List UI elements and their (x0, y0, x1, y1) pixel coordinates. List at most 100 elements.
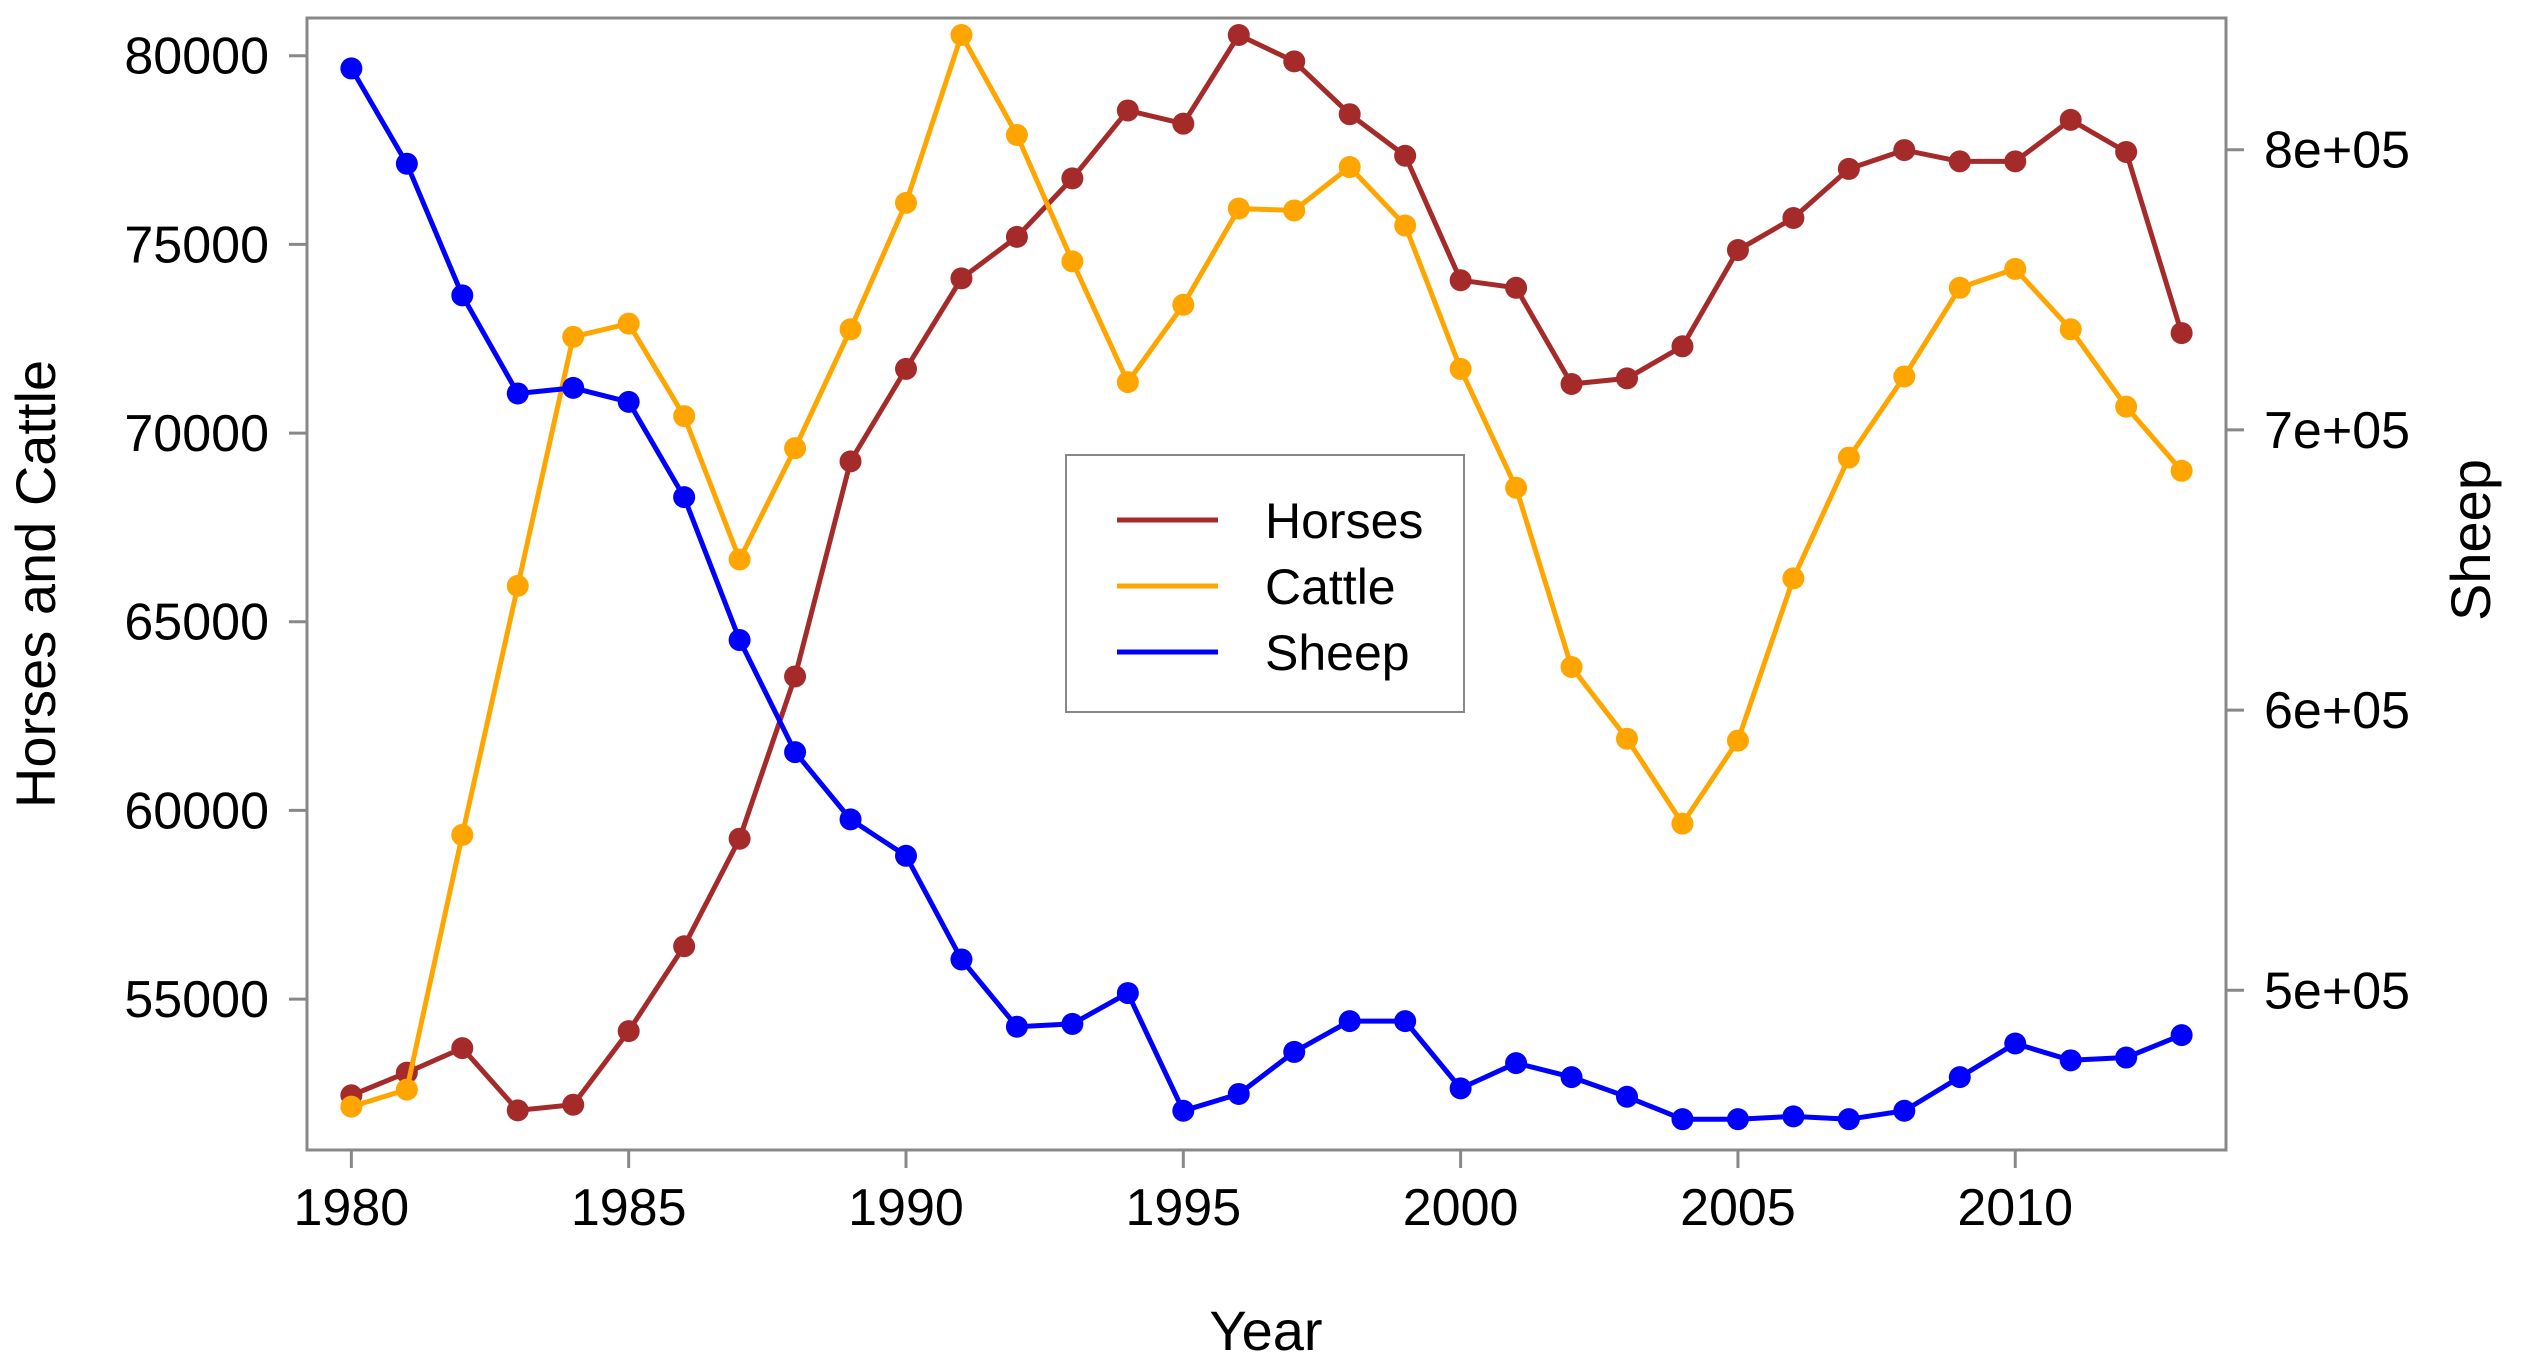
data-point-sheep (562, 376, 585, 399)
data-point-horses (839, 450, 862, 473)
data-point-sheep (340, 57, 363, 80)
data-point-cattle (894, 191, 917, 214)
data-point-sheep (451, 284, 474, 307)
plot-frame (305, 16, 2228, 1152)
data-point-sheep (1782, 1105, 1805, 1128)
data-point-sheep (2170, 1024, 2193, 1047)
data-point-horses (894, 357, 917, 380)
data-point-horses (1616, 367, 1639, 390)
data-point-sheep (950, 948, 973, 971)
data-point-cattle (2004, 257, 2027, 280)
y-tick-label-left: 75000 (124, 216, 269, 274)
data-point-horses (2004, 150, 2027, 173)
data-point-horses (728, 827, 751, 850)
data-point-cattle (950, 23, 973, 46)
data-point-cattle (2115, 395, 2138, 418)
data-point-sheep (1837, 1108, 1860, 1131)
data-point-horses (1449, 269, 1472, 292)
data-point-cattle (340, 1095, 363, 1118)
data-point-sheep (506, 382, 529, 405)
legend: Horses Cattle Sheep (1065, 454, 1465, 713)
y-tick-label-left: 55000 (124, 971, 269, 1029)
data-point-sheep (1616, 1085, 1639, 1108)
series-sheep (340, 57, 2193, 1131)
data-point-sheep (784, 741, 807, 764)
data-point-sheep (673, 486, 696, 509)
data-point-sheep (1505, 1052, 1528, 1075)
data-point-horses (1394, 144, 1417, 167)
data-point-cattle (1338, 156, 1361, 179)
data-point-cattle (1172, 293, 1195, 316)
x-tick-label: 1980 (294, 1179, 410, 1237)
data-point-cattle (1560, 656, 1583, 679)
x-axis-title: Year (1209, 1299, 1322, 1362)
legend-label-horses: Horses (1265, 493, 1423, 549)
x-tick-label: 2005 (1680, 1179, 1796, 1237)
series-line-horses (350, 32, 2184, 1113)
data-point-horses (784, 665, 807, 688)
y-tick-label-right: 7e+05 (2264, 402, 2410, 460)
series-line-cattle (350, 32, 2184, 1109)
data-point-cattle (2170, 459, 2193, 482)
data-point-cattle (1505, 476, 1528, 499)
data-point-sheep (1893, 1099, 1916, 1122)
data-point-horses (1948, 150, 1971, 173)
data-point-cattle (1227, 197, 1250, 220)
series-line-sheep (349, 67, 2183, 1122)
data-point-sheep (395, 152, 418, 175)
data-point-sheep (894, 844, 917, 867)
data-point-sheep (1338, 1010, 1361, 1033)
y-tick-label-right: 6e+05 (2264, 682, 2410, 740)
data-point-cattle (1837, 446, 1860, 469)
data-point-horses (1560, 373, 1583, 396)
data-point-cattle (617, 312, 640, 335)
data-point-cattle (784, 437, 807, 460)
data-point-cattle (1005, 123, 1028, 146)
x-tick-label: 1990 (848, 1179, 964, 1237)
data-point-cattle (562, 325, 585, 348)
data-point-horses (562, 1093, 585, 1116)
data-point-horses (1338, 103, 1361, 126)
data-point-sheep (1172, 1099, 1195, 1122)
data-point-cattle (673, 405, 696, 428)
data-point-sheep (1726, 1108, 1749, 1131)
data-point-horses (1061, 167, 1084, 190)
legend-label-sheep: Sheep (1265, 625, 1410, 681)
series-layer (340, 23, 2193, 1131)
data-point-horses (1172, 112, 1195, 135)
x-tick-label: 2010 (1957, 1179, 2073, 1237)
data-point-cattle (1061, 250, 1084, 273)
data-point-sheep (1283, 1040, 1306, 1063)
x-tick-label: 2000 (1403, 1179, 1519, 1237)
data-point-cattle (2059, 318, 2082, 341)
data-point-sheep (1948, 1066, 1971, 1089)
data-point-sheep (1116, 982, 1139, 1005)
data-point-horses (2059, 108, 2082, 131)
y-axis-title-left: Horses and Cattle (4, 360, 67, 808)
data-point-horses (1726, 239, 1749, 262)
data-point-cattle (1449, 357, 1472, 380)
data-point-horses (451, 1037, 474, 1060)
data-point-horses (1116, 99, 1139, 122)
data-point-horses (1283, 50, 1306, 73)
data-point-sheep (1449, 1077, 1472, 1100)
data-point-cattle (728, 548, 751, 571)
data-point-horses (2115, 140, 2138, 163)
data-point-cattle (1782, 567, 1805, 590)
data-point-sheep (728, 629, 751, 652)
x-tick-label: 1985 (571, 1179, 687, 1237)
data-point-sheep (2115, 1046, 2138, 1069)
data-point-sheep (1671, 1108, 1694, 1131)
y-tick-label-right: 5e+05 (2264, 962, 2410, 1020)
data-point-sheep (2059, 1049, 2082, 1072)
data-point-horses (950, 267, 973, 290)
data-point-cattle (1726, 729, 1749, 752)
data-point-cattle (395, 1078, 418, 1101)
data-point-sheep (1394, 1010, 1417, 1033)
data-point-sheep (839, 808, 862, 831)
y-axis-title-right: Sheep (2439, 459, 2502, 621)
data-point-sheep (2004, 1032, 2027, 1055)
y-tick-label-left: 65000 (124, 594, 269, 652)
data-point-horses (1505, 276, 1528, 299)
